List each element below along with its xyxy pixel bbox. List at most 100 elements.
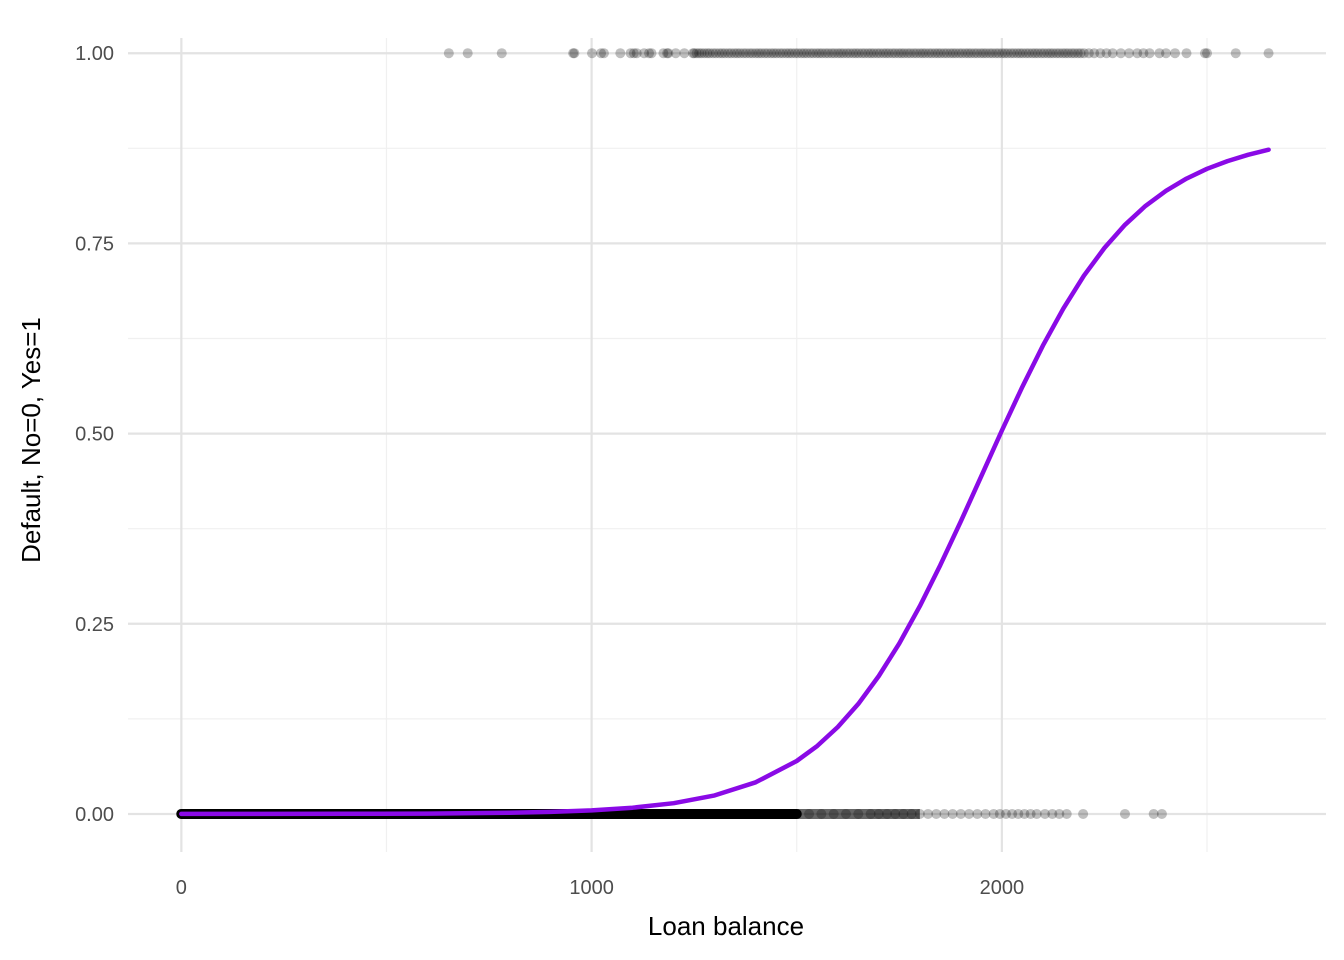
data-point-default-yes — [1095, 48, 1106, 59]
data-point-default-yes — [1101, 48, 1112, 59]
data-point-default-yes — [625, 48, 636, 59]
data-point-default-yes — [462, 48, 473, 59]
data-point-default-yes — [646, 48, 657, 59]
data-point-default-yes — [1027, 48, 1038, 59]
data-point-default-yes — [863, 48, 874, 59]
data-point-default-yes — [814, 48, 825, 59]
data-point-default-yes — [963, 48, 974, 59]
data-point-default-yes — [1072, 48, 1083, 59]
data-point-default-yes — [911, 48, 922, 59]
data-point-default-yes — [820, 48, 831, 59]
data-point-default-yes — [702, 48, 713, 59]
data-point-default-yes — [1002, 48, 1013, 59]
data-point-default-yes — [841, 48, 852, 59]
data-point-default-no — [994, 808, 1005, 819]
data-point-default-yes — [587, 48, 598, 59]
data-point-default-yes — [710, 48, 721, 59]
data-point-default-no — [1119, 808, 1130, 819]
data-point-default-yes — [1039, 48, 1050, 59]
data-point-default-yes — [726, 48, 737, 59]
x-axis-ticks: 0 1000 2000 — [176, 877, 1024, 899]
data-point-default-yes — [1023, 48, 1034, 59]
data-point-default-no — [1061, 808, 1072, 819]
data-point-default-yes — [847, 48, 858, 59]
data-point-default-yes — [868, 48, 879, 59]
data-point-default-yes — [774, 48, 785, 59]
data-point-default-yes — [658, 48, 669, 59]
grid-major — [128, 38, 1326, 852]
data-point-default-no — [939, 808, 950, 819]
data-point-default-yes — [663, 48, 674, 59]
data-point-default-yes — [1160, 48, 1171, 59]
data-point-default-yes — [615, 48, 626, 59]
data-point-default-yes — [957, 48, 968, 59]
data-point-default-no — [980, 808, 991, 819]
data-point-default-yes — [691, 48, 702, 59]
data-point-default-yes — [1045, 48, 1056, 59]
data-point-default-yes — [1051, 48, 1062, 59]
data-point-default-yes — [1083, 48, 1094, 59]
data-point-default-yes — [1089, 48, 1100, 59]
data-point-default-yes — [850, 48, 861, 59]
data-point-default-yes — [826, 48, 837, 59]
data-point-default-yes — [1008, 48, 1019, 59]
data-point-default-yes — [771, 48, 782, 59]
data-point-default-yes — [735, 48, 746, 59]
data-point-default-yes — [844, 48, 855, 59]
x-tick-label: 2000 — [980, 877, 1025, 899]
data-point-default-yes — [732, 48, 743, 59]
data-point-default-yes — [923, 48, 934, 59]
data-point-default-yes — [908, 48, 919, 59]
y-axis-title: Default, No=0, Yes=1 — [16, 317, 46, 563]
x-tick-label: 1000 — [569, 877, 614, 899]
data-point-default-yes — [805, 48, 816, 59]
data-point-default-yes — [884, 48, 895, 59]
data-point-default-yes — [856, 48, 867, 59]
data-point-default-yes — [496, 48, 507, 59]
y-axis-ticks: 0.00 0.25 0.50 0.75 1.00 — [75, 43, 114, 826]
data-point-default-yes — [890, 48, 901, 59]
data-point-default-yes — [999, 48, 1010, 59]
data-point-default-no — [955, 808, 966, 819]
data-point-default-yes — [829, 48, 840, 59]
data-point-default-yes — [644, 48, 655, 59]
data-point-default-yes — [972, 48, 983, 59]
data-point-default-yes — [747, 48, 758, 59]
data-point-default-yes — [1107, 48, 1118, 59]
data-point-default-yes — [993, 48, 1004, 59]
data-point-default-yes — [975, 48, 986, 59]
data-point-default-yes — [443, 48, 454, 59]
data-point-default-yes — [1012, 48, 1023, 59]
data-point-default-yes — [741, 48, 752, 59]
data-point-default-yes — [1115, 48, 1126, 59]
data-point-default-no — [931, 808, 942, 819]
data-point-default-no — [923, 808, 934, 819]
data-point-default-yes — [598, 48, 609, 59]
data-point-default-yes — [881, 48, 892, 59]
data-point-default-yes — [687, 48, 698, 59]
data-point-default-yes — [981, 48, 992, 59]
data-point-default-yes — [790, 48, 801, 59]
data-point-default-yes — [1154, 48, 1165, 59]
data-point-default-yes — [1144, 48, 1155, 59]
data-point-default-yes — [783, 48, 794, 59]
data-point-default-yes — [950, 48, 961, 59]
data-point-default-yes — [811, 48, 822, 59]
data-point-default-yes — [945, 48, 956, 59]
data-point-default-yes — [696, 48, 707, 59]
data-point-default-yes — [1005, 48, 1016, 59]
data-point-default-yes — [872, 48, 883, 59]
data-point-default-no — [1000, 808, 1011, 819]
data-point-default-yes — [1078, 48, 1089, 59]
data-point-default-yes — [954, 48, 965, 59]
data-point-default-yes — [817, 48, 828, 59]
data-point-default-yes — [786, 48, 797, 59]
data-point-default-yes — [689, 48, 700, 59]
data-point-default-yes — [1132, 48, 1143, 59]
data-point-default-yes — [896, 48, 907, 59]
data-point-default-yes — [768, 48, 779, 59]
data-point-default-yes — [796, 48, 807, 59]
data-point-default-no — [1019, 808, 1030, 819]
data-point-default-yes — [926, 48, 937, 59]
data-point-default-no — [1007, 808, 1018, 819]
